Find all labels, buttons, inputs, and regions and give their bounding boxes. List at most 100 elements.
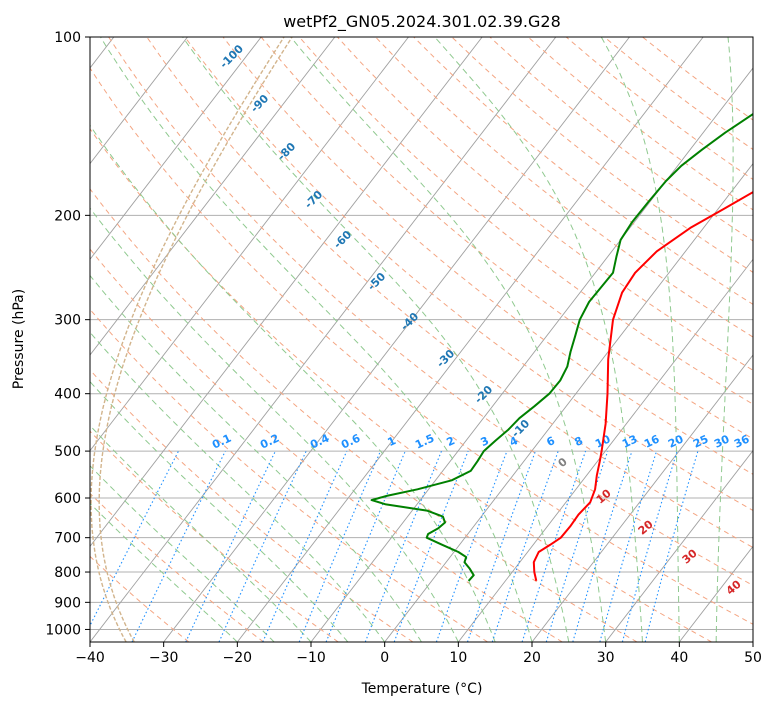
dewpoint-profile xyxy=(370,112,753,582)
lcl-line xyxy=(98,37,293,642)
x-axis: −40 −30 −20 −10 0 10 20 30 40 50 xyxy=(75,642,762,666)
isotherm-labels: -100-90-80-70-60-50-40-30-20-10 xyxy=(217,42,532,440)
x-tick-label: 0 xyxy=(380,650,389,666)
y-tick-label: 1000 xyxy=(45,622,81,638)
dry-adiabat xyxy=(90,430,339,642)
mixing-ratio-line xyxy=(218,450,307,642)
moist-adiabat xyxy=(290,37,607,642)
mixing-ratio-line xyxy=(262,450,348,642)
dry-adiabat xyxy=(90,555,190,642)
moist-adiabat xyxy=(90,465,275,642)
mixing-ratio-label: 36 xyxy=(732,432,752,450)
isotherm-label: -90 xyxy=(248,92,271,115)
x-tick-label: −40 xyxy=(75,650,105,666)
y-axis: 100 200 300 400 500 600 700 800 900 1000 xyxy=(45,30,90,638)
isotherm-line xyxy=(457,258,753,642)
isotherm-label: -20 xyxy=(472,383,495,406)
mixing-ratio-label: 13 xyxy=(620,432,639,450)
mixing-ratio-label: 2 xyxy=(445,434,457,449)
mixing-ratio-line xyxy=(599,450,658,642)
y-tick-label: 700 xyxy=(54,531,81,547)
mixing-ratio-line xyxy=(131,450,226,642)
y-tick-label: 100 xyxy=(54,30,81,46)
moist-adiabat xyxy=(90,502,238,642)
moist-adiabat xyxy=(434,37,643,642)
isotherm-line xyxy=(752,641,753,642)
isotherm-line xyxy=(605,449,753,642)
dry-adiabat xyxy=(90,248,563,642)
mixing-ratio-label: 16 xyxy=(642,432,662,450)
mixing-ratio-line xyxy=(466,450,537,642)
mixing-ratio-label: 0.4 xyxy=(308,431,331,451)
isotherm-line xyxy=(90,37,483,548)
isotherm-line xyxy=(531,354,753,642)
isotherm-label: -100 xyxy=(217,42,246,71)
mixing-ratio-label: 20 xyxy=(666,432,686,450)
isotherm-line xyxy=(90,37,409,452)
mixing-ratio-label: 0.1 xyxy=(210,432,233,452)
plot-frame xyxy=(89,36,754,643)
mixing-ratio-line xyxy=(545,450,609,642)
dry-adiabat xyxy=(527,37,753,211)
isotherm-line xyxy=(236,37,704,642)
y-tick-label: 900 xyxy=(54,595,81,611)
mixing-ratio-label: 25 xyxy=(691,432,710,450)
moist-adiabat-label: 20 xyxy=(636,517,656,537)
y-tick-label: 600 xyxy=(54,491,81,507)
isotherm-label: -50 xyxy=(365,270,388,293)
moist-adiabat xyxy=(182,37,570,642)
x-tick-label: −10 xyxy=(296,650,326,666)
isotherm-label: -40 xyxy=(398,310,421,333)
dry-adiabat xyxy=(108,37,753,586)
moist-adiabat xyxy=(90,274,422,642)
mixing-ratio-label: 1.5 xyxy=(413,432,436,452)
mixing-ratio-line xyxy=(325,450,406,642)
background-lines xyxy=(90,37,753,642)
dry-adiabat xyxy=(184,37,753,512)
mixing-ratio-line xyxy=(364,450,443,642)
moist-adiabat xyxy=(100,37,533,642)
dry-adiabat xyxy=(642,37,753,121)
y-tick-label: 400 xyxy=(54,387,81,403)
mixing-ratio-line xyxy=(491,450,559,642)
x-tick-label: 10 xyxy=(449,650,467,666)
temperature-profile xyxy=(532,190,753,582)
y-tick-label: 500 xyxy=(54,444,81,460)
moist-adiabat-label: 0 xyxy=(556,455,570,470)
profile-series xyxy=(370,112,753,582)
mixing-ratio-label: 6 xyxy=(545,434,558,449)
x-tick-label: 30 xyxy=(597,650,615,666)
mixing-ratio-label: 30 xyxy=(712,432,732,450)
chart-title: wetPf2_GN05.2024.301.02.39.G28 xyxy=(283,12,561,32)
mixing-ratio-label: 8 xyxy=(573,434,585,449)
moist-adiabat xyxy=(715,37,734,642)
dry-adiabat xyxy=(375,37,753,338)
mixing-ratio-line xyxy=(521,450,587,642)
dry-adiabat xyxy=(90,127,712,642)
dry-adiabat xyxy=(260,37,753,440)
mixing-ratio-line xyxy=(298,450,382,642)
y-tick-label: 200 xyxy=(54,208,81,224)
isotherm-line xyxy=(90,37,336,356)
isotherm-label: -30 xyxy=(434,347,457,370)
x-tick-label: −30 xyxy=(149,650,179,666)
dry-adiabat xyxy=(298,37,753,405)
isotherm-label: -70 xyxy=(302,188,325,211)
isotherm-line xyxy=(90,37,262,261)
dry-adiabat xyxy=(146,37,753,549)
moist-adiabat-label: 10 xyxy=(594,486,614,506)
moist-adiabat-label: 30 xyxy=(680,546,700,566)
dry-adiabat xyxy=(90,308,488,642)
x-tick-label: −20 xyxy=(223,650,253,666)
y-axis-title: Pressure (hPa) xyxy=(11,289,27,389)
isotherm-label: -60 xyxy=(331,228,354,251)
isotherm-line xyxy=(384,162,753,642)
isotherm-line xyxy=(90,37,188,165)
lcl-line xyxy=(90,37,285,642)
mixing-ratio-line xyxy=(644,450,699,642)
moist-adiabat xyxy=(600,37,680,642)
x-tick-label: 20 xyxy=(523,650,541,666)
dry-adiabat xyxy=(413,37,753,305)
isotherm-line xyxy=(163,37,630,642)
